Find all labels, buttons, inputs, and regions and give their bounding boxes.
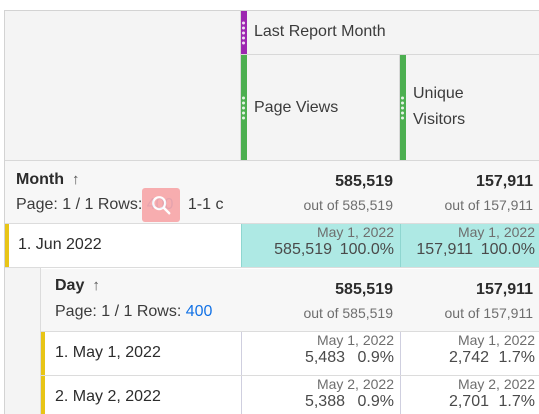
row-selection-mark	[41, 332, 45, 375]
arrow-up-icon[interactable]: ↑	[92, 277, 100, 294]
cell-value: 157,911	[416, 241, 473, 258]
total-value: 585,519	[335, 281, 393, 298]
arrow-up-icon[interactable]: ↑	[71, 171, 80, 188]
column-label-line: Page Views	[254, 99, 339, 116]
drag-handle-green[interactable]	[241, 55, 247, 160]
cell-percent: 1.7%	[498, 393, 535, 410]
cell-percent: 0.9%	[357, 349, 394, 366]
row-selection-mark	[5, 224, 9, 267]
column-label-page-views: Page Views	[254, 95, 338, 121]
cell-unique-visitors[interactable]: May 2, 2022 2,701 1.7%	[400, 376, 539, 414]
cell-unique-visitors[interactable]: May 1, 2022 2,742 1.7%	[400, 332, 539, 375]
total-sub: out of 585,519	[303, 197, 393, 213]
drag-handle-purple[interactable]	[241, 11, 247, 54]
column-label-line: Visitors	[413, 111, 466, 128]
cell-value: 2,742	[448, 349, 489, 366]
total-value: 157,911	[476, 281, 533, 298]
day-dimension-header: Day ↑ Page: 1 / 1 Rows: 400 585,519 out o…	[41, 269, 539, 332]
column-label-unique-visitors: Unique Visitors	[413, 81, 465, 133]
total-sub: out of 585,519	[303, 305, 393, 321]
table-header-corner	[5, 11, 241, 161]
pagination: Page: 1 / 1 Rows: 400	[55, 303, 212, 321]
cell-percent: 1.7%	[498, 349, 535, 366]
cell-date: May 2, 2022	[457, 376, 535, 392]
cell-date: May 1, 2022	[457, 332, 535, 348]
freeform-table: Last Report Month Page Views Unique Visi…	[4, 10, 539, 414]
month-dimension-header: Month ↑ Page: 1 / 1 Rows: 400 1-1 c 585,5…	[5, 161, 539, 224]
total-page-views: 585,519 out of 585,519	[241, 173, 393, 213]
row-label[interactable]: 1. May 1, 2022	[55, 344, 161, 361]
table-row[interactable]: 2. May 2, 2022 May 2, 2022 5,388 0.9% Ma…	[41, 376, 539, 414]
total-sub: out of 157,911	[444, 197, 533, 213]
row-selection-mark	[41, 376, 45, 414]
dimension-name: Month	[16, 171, 64, 188]
cell-date: May 1, 2022	[457, 224, 535, 240]
rows-label: Rows:	[136, 303, 182, 320]
total-value: 585,519	[335, 173, 393, 190]
row-label[interactable]: 2. May 2, 2022	[55, 388, 161, 405]
rows-per-page-link[interactable]: 400	[185, 303, 213, 320]
pagination: Page: 1 / 1 Rows: 400 1-1 c	[16, 196, 240, 214]
cell-value: 5,483	[304, 349, 345, 366]
table-row[interactable]: 1. Jun 2022 May 1, 2022 585,519 100.0% M…	[5, 224, 539, 268]
row-label[interactable]: 1. Jun 2022	[18, 236, 102, 253]
column-label-line: Unique	[413, 85, 464, 102]
rows-label: Rows:	[97, 196, 143, 213]
cell-percent: 0.9%	[357, 393, 394, 410]
total-unique-visitors: 157,911 out of 157,911	[400, 173, 533, 213]
total-unique-visitors: 157,911 out of 157,911	[400, 281, 533, 321]
cell-date: May 1, 2022	[316, 332, 394, 348]
cell-percent: 100.0%	[480, 241, 535, 258]
search-icon	[152, 196, 171, 215]
column-header-unique-visitors[interactable]: Unique Visitors	[400, 55, 539, 161]
cell-page-views[interactable]: May 2, 2022 5,388 0.9%	[241, 376, 400, 414]
filter-search-button[interactable]	[142, 188, 180, 222]
total-page-views: 585,519 out of 585,519	[241, 281, 393, 321]
dimension-name: Day	[55, 277, 85, 294]
metric-group-label: Last Report Month	[254, 23, 386, 40]
cell-value: 5,388	[304, 393, 345, 410]
table-row[interactable]: 1. May 1, 2022 May 1, 2022 5,483 0.9% Ma…	[41, 332, 539, 376]
total-sub: out of 157,911	[444, 305, 533, 321]
dimension-title[interactable]: Day ↑	[55, 277, 100, 295]
cell-percent: 100.0%	[339, 241, 394, 258]
dimension-title[interactable]: Month ↑	[16, 171, 79, 189]
nested-indent	[5, 268, 41, 414]
cell-page-views[interactable]: May 1, 2022 5,483 0.9%	[241, 332, 400, 375]
column-header-page-views[interactable]: Page Views	[241, 55, 400, 161]
cell-unique-visitors[interactable]: May 1, 2022 157,911 100.0%	[400, 224, 539, 267]
cell-value: 585,519	[274, 241, 332, 258]
cell-page-views[interactable]: May 1, 2022 585,519 100.0%	[241, 224, 400, 267]
cell-value: 2,701	[448, 393, 489, 410]
page-label: Page: 1 / 1	[16, 196, 94, 213]
metric-group-header[interactable]: Last Report Month	[241, 11, 539, 55]
page-label: Page: 1 / 1	[55, 303, 133, 320]
drag-handle-green[interactable]	[400, 55, 406, 160]
total-value: 157,911	[476, 173, 533, 190]
cell-date: May 1, 2022	[316, 224, 394, 240]
row-range: 1-1 c	[187, 196, 224, 213]
cell-date: May 2, 2022	[316, 376, 394, 392]
